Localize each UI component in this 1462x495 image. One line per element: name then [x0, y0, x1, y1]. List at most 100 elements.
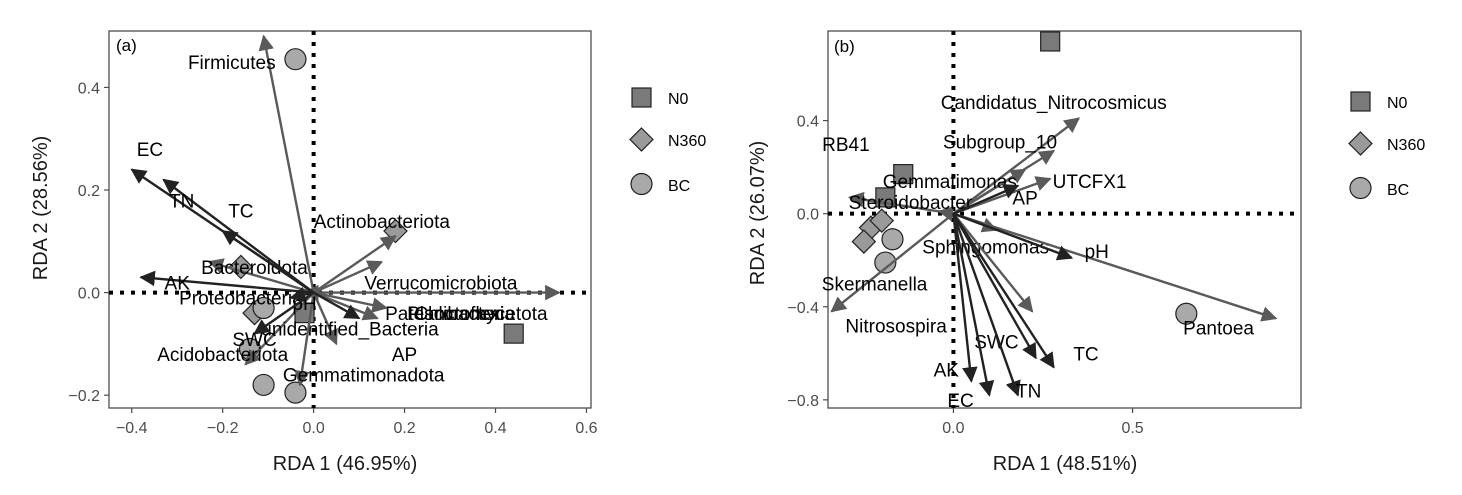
taxon-label-rb41: RB41 [822, 135, 870, 156]
panel-b-y-tick-label: −0.8 [787, 393, 819, 410]
taxon-label-verrucomicrobiota: Verrucomicrobiota [364, 273, 518, 294]
env-arrow-ak [139, 270, 314, 294]
taxon-arrow-skermanella [830, 212, 955, 313]
taxon-arrow-rb41 [847, 191, 954, 215]
taxon-label-candidatus-nitrocosmicus: Candidatus_Nitrocosmicus [941, 93, 1167, 114]
panel-a-y-tick-label: −0.2 [68, 388, 100, 405]
taxon-label-pantoea: Pantoea [1183, 319, 1254, 340]
rda-panel-b: 0.0 0.5 −0.8 −0.4 0.0 0.4 Candidatus_Nitrocosm… [747, 30, 1302, 475]
taxon-arrow-firmicutes [258, 34, 315, 293]
panel-b-y-tick-label: 0.0 [797, 207, 819, 224]
panel-a-x-tick-label: 0.6 [575, 420, 597, 437]
env-arrow-ph [289, 287, 314, 303]
panel-a-x-tick-label: −0.2 [207, 420, 239, 437]
panel-b-x-tick-label: 0.0 [942, 420, 964, 437]
point-n0 [503, 323, 524, 344]
point-n360 [228, 254, 254, 280]
env-arrow-ap [313, 291, 361, 320]
taxon-label-sphingomonas: Sphingomonas [922, 237, 1049, 258]
panel-a-legend: N0 N360 BC [629, 87, 706, 196]
taxon-label-firmicutes: Firmicutes [188, 53, 276, 74]
panel-a-x-tick-label: −0.4 [116, 420, 148, 437]
taxon-arrow-unidentified-bacteria [312, 292, 338, 346]
taxon-arrow-acidobacteriota [244, 291, 315, 366]
env-arrow-ak [952, 213, 978, 383]
taxon-label-subgroup-10: Subgroup_10 [943, 133, 1057, 154]
panel-b-y-tick-label: 0.4 [797, 114, 819, 131]
legend-bc-key [630, 172, 653, 196]
panel-a-y-tick-label: 0.4 [78, 80, 100, 97]
point-n0 [1040, 31, 1061, 52]
legend-b-n360-label: N360 [1387, 137, 1425, 154]
taxon-label-bacteroidota: Bacteroidota [201, 258, 308, 279]
taxon-arrow-gemmatimonas [952, 168, 1027, 215]
env-label-swc: SWC [232, 330, 276, 351]
taxon-label-chloroflexi: Chloroflexi [414, 304, 504, 325]
point-bc [1175, 302, 1198, 325]
env-label-tn: TN [169, 191, 194, 212]
env-arrow-swc [253, 291, 315, 335]
taxon-arrow-pantoea [953, 212, 1278, 322]
taxon-arrow-actinobacteriota [312, 235, 397, 294]
panel-a-tag: (a) [116, 36, 137, 55]
panel-a-y-axis-title: RDA 2 (28.56%) [30, 136, 52, 281]
taxon-label-steroidobacter: Steroidobacter [849, 193, 973, 214]
panel-b-y-tick-label: −0.4 [787, 300, 819, 317]
panel-a-y-tick-label: 0.2 [78, 183, 100, 200]
legend-b-bc-key [1349, 176, 1372, 200]
point-n0 [893, 164, 914, 185]
taxon-label-nitrosospira: Nitrosospira [845, 316, 947, 337]
point-bc [874, 251, 897, 274]
env-label-ph: pH [1085, 242, 1109, 263]
env-arrow-ap [952, 184, 1020, 215]
taxon-label-skermanella: Skermanella [822, 274, 928, 295]
point-n360 [851, 229, 877, 254]
point-bc [881, 228, 904, 251]
legend-n0-label: N0 [668, 91, 689, 108]
env-arrow-ph [952, 212, 1074, 261]
legend-b-bc-label: BC [1387, 182, 1409, 199]
env-arrow-ec [952, 213, 995, 397]
taxon-label-proteobacteria: Proteobacteria [179, 289, 303, 310]
rda-panel-a: −0.4 −0.2 0.0 0.2 0.4 0.6 −0.2 0.0 0.2 0.4 Firmicu… [30, 30, 598, 475]
taxon-arrow-gemmatimonadota [294, 292, 315, 387]
legend-b-n0-label: N0 [1387, 95, 1408, 112]
taxon-label-acidobacteriota: Acidobacteriota [157, 345, 288, 366]
legend-n0-key [631, 87, 652, 108]
panel-b-x-tick-label: 0.5 [1121, 420, 1143, 437]
legend-bc-label: BC [668, 178, 690, 195]
legend-b-n0-key [1350, 91, 1371, 112]
taxon-arrow-nitrosospira [952, 212, 1034, 313]
env-label-swc: SWC [974, 333, 1018, 354]
taxon-arrow-planctomycetota [313, 291, 388, 313]
point-n360 [869, 208, 895, 234]
panel-b-marks: 0.0 0.5 −0.8 −0.4 0.0 0.4 Candidatus_Nitrocosm… [787, 30, 1302, 437]
env-label-ap: AP [392, 345, 417, 366]
env-arrow-swc [952, 213, 1037, 360]
env-label-ph: pH [292, 294, 316, 315]
panel-a-x-tick-label: 0.4 [484, 420, 506, 437]
legend-n360-key [629, 127, 654, 152]
legend-b-n360-key [1348, 131, 1373, 156]
env-label-ap: AP [1012, 188, 1037, 209]
env-label-ec: EC [137, 140, 163, 161]
taxon-label-gemmatimonadota: Gemmatimonadota [283, 366, 445, 387]
env-label-ak: AK [165, 273, 191, 294]
taxon-label-actinobacteriota: Actinobacteriota [314, 212, 451, 233]
env-arrow-tc [221, 230, 315, 294]
panel-b-tag: (b) [834, 37, 855, 56]
point-bc [252, 373, 275, 397]
panel-b-frame [827, 30, 1302, 409]
point-bc [284, 48, 307, 71]
taxon-label-utcfx1: UTCFX1 [1053, 172, 1127, 193]
taxon-label-unidentified-bacteria: unidentified_Bacteria [261, 319, 439, 340]
panel-b-x-axis-title: RDA 1 (48.51%) [993, 453, 1138, 475]
env-label-ak: AK [934, 361, 960, 382]
taxon-label-planctomycetota: Planctomycetota [407, 304, 548, 325]
env-label-tc: TC [1073, 344, 1098, 365]
env-arrow-tc [952, 213, 1055, 369]
panel-b-y-axis-title: RDA 2 (26.07%) [747, 141, 769, 286]
taxon-arrow-steroidobacter [937, 205, 955, 222]
panel-a-x-axis-title: RDA 1 (46.95%) [273, 453, 418, 475]
